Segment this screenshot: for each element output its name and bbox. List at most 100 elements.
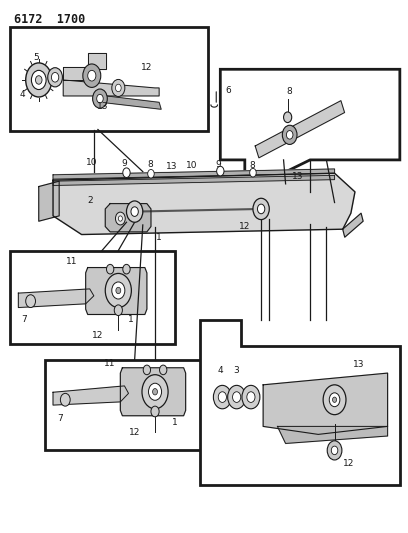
Circle shape xyxy=(323,385,346,415)
Circle shape xyxy=(253,198,269,220)
Text: 3: 3 xyxy=(234,366,239,375)
Polygon shape xyxy=(106,96,161,109)
Bar xyxy=(45,360,208,450)
Circle shape xyxy=(112,79,125,96)
Circle shape xyxy=(106,264,114,274)
Text: 1: 1 xyxy=(156,233,162,241)
Circle shape xyxy=(88,70,96,81)
Circle shape xyxy=(48,68,62,87)
Circle shape xyxy=(118,216,122,221)
Circle shape xyxy=(35,76,42,84)
Text: 4: 4 xyxy=(217,366,223,375)
Polygon shape xyxy=(53,173,355,235)
Circle shape xyxy=(331,446,338,455)
Text: 12: 12 xyxy=(129,429,140,437)
Circle shape xyxy=(327,441,342,460)
Circle shape xyxy=(116,287,121,294)
Text: 8: 8 xyxy=(147,160,153,168)
Circle shape xyxy=(115,212,125,225)
Text: 10: 10 xyxy=(186,161,197,170)
Polygon shape xyxy=(39,181,59,221)
Polygon shape xyxy=(120,368,186,416)
Circle shape xyxy=(97,94,103,103)
Circle shape xyxy=(218,392,226,402)
Text: 1: 1 xyxy=(172,418,177,426)
Circle shape xyxy=(60,393,70,406)
Text: 13: 13 xyxy=(166,162,177,171)
Text: 12: 12 xyxy=(141,63,153,71)
Circle shape xyxy=(333,397,337,402)
Text: 9: 9 xyxy=(215,160,221,168)
Circle shape xyxy=(131,207,138,216)
Circle shape xyxy=(51,72,59,82)
Polygon shape xyxy=(53,175,335,185)
Polygon shape xyxy=(18,289,94,308)
Polygon shape xyxy=(63,53,106,80)
Text: 6: 6 xyxy=(226,86,231,95)
Circle shape xyxy=(242,385,260,409)
Circle shape xyxy=(83,64,101,87)
Bar xyxy=(10,27,208,131)
Text: 2: 2 xyxy=(87,197,93,205)
Circle shape xyxy=(149,383,162,400)
Circle shape xyxy=(151,406,159,417)
Text: 6172  1700: 6172 1700 xyxy=(14,13,86,26)
Circle shape xyxy=(329,393,340,407)
Bar xyxy=(10,251,175,344)
Text: 13: 13 xyxy=(353,360,365,368)
Text: 10: 10 xyxy=(86,158,98,167)
Circle shape xyxy=(143,365,151,375)
Polygon shape xyxy=(200,320,400,485)
Circle shape xyxy=(126,201,143,222)
Circle shape xyxy=(115,84,121,92)
Polygon shape xyxy=(53,169,335,179)
Circle shape xyxy=(26,63,52,97)
Text: 7: 7 xyxy=(58,414,63,423)
Text: 13: 13 xyxy=(292,173,304,181)
Circle shape xyxy=(93,89,107,108)
Text: 4: 4 xyxy=(20,90,25,99)
Circle shape xyxy=(105,273,131,308)
Polygon shape xyxy=(63,80,159,96)
Polygon shape xyxy=(263,373,388,434)
Circle shape xyxy=(123,264,130,274)
Circle shape xyxy=(228,385,246,409)
Polygon shape xyxy=(255,101,345,158)
Circle shape xyxy=(286,131,293,139)
Circle shape xyxy=(148,169,154,178)
Polygon shape xyxy=(277,426,388,443)
Circle shape xyxy=(160,365,167,375)
Text: 12: 12 xyxy=(343,459,355,468)
Text: 7: 7 xyxy=(22,316,27,324)
Circle shape xyxy=(282,125,297,144)
Text: 12: 12 xyxy=(239,222,251,231)
Circle shape xyxy=(257,204,265,214)
Polygon shape xyxy=(105,204,151,232)
Circle shape xyxy=(114,305,122,316)
Circle shape xyxy=(233,392,241,402)
Polygon shape xyxy=(86,268,147,314)
Polygon shape xyxy=(53,386,129,405)
Text: 8: 8 xyxy=(249,161,255,169)
Circle shape xyxy=(284,112,292,123)
Circle shape xyxy=(112,282,125,299)
Circle shape xyxy=(26,295,35,308)
Circle shape xyxy=(142,375,168,409)
Circle shape xyxy=(247,392,255,402)
Text: 13: 13 xyxy=(97,102,109,111)
Circle shape xyxy=(213,385,231,409)
Text: 11: 11 xyxy=(104,359,116,368)
Text: 1: 1 xyxy=(128,316,133,324)
Circle shape xyxy=(153,389,157,395)
Polygon shape xyxy=(220,69,400,192)
Text: 9: 9 xyxy=(122,159,127,168)
Text: 8: 8 xyxy=(287,87,293,96)
Circle shape xyxy=(217,166,224,176)
Text: 12: 12 xyxy=(92,332,104,340)
Polygon shape xyxy=(343,213,363,237)
Circle shape xyxy=(31,70,46,90)
Circle shape xyxy=(123,168,130,177)
Text: 11: 11 xyxy=(66,257,77,265)
Circle shape xyxy=(250,168,256,177)
Text: 5: 5 xyxy=(33,53,39,61)
